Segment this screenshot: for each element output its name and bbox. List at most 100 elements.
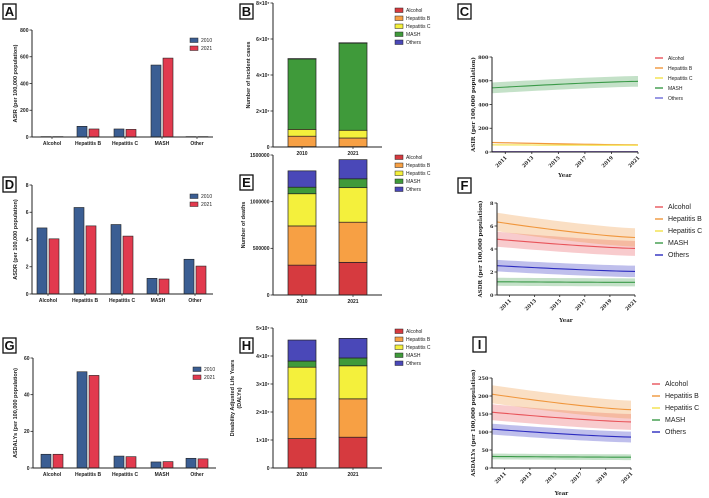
legend-swatch — [394, 31, 404, 37]
legend-swatch — [394, 162, 404, 168]
bar-2010-hepatitis-b — [76, 126, 88, 138]
panel-label-box — [457, 3, 472, 20]
legend-label: Hepatitis C — [406, 24, 431, 30]
bar-2010-hepatitis-b — [76, 371, 88, 469]
legend-label: Others — [668, 96, 684, 102]
y-tick-label: 400 — [478, 102, 489, 108]
panel-label: B — [242, 4, 251, 19]
panel-f: F 0 2 4 6 8 ASDR (per 100,000 population) Alcoh… — [457, 177, 702, 324]
y-tick-label: 200 — [478, 126, 489, 132]
panel-label: G — [4, 338, 14, 353]
legend-label: Hepatitis C — [668, 76, 693, 82]
stack-hepatitis-c-2010 — [287, 129, 317, 137]
x-tick-label: 2021 — [347, 299, 358, 305]
legend-label: 2010 — [201, 38, 212, 44]
stack-hepatitis-b-2010 — [287, 135, 317, 147]
legend-swatch — [189, 193, 199, 199]
legend-label: Alcohol — [668, 56, 684, 62]
bar-2021-alcohol — [48, 238, 60, 295]
y-tick-label: 0 — [485, 150, 489, 156]
bar-2010-hepatitis-c — [113, 128, 125, 138]
x-tick-label: 2015 — [549, 298, 563, 312]
legend-label: Hepatitis B — [668, 66, 693, 72]
stack-alcohol-2010 — [287, 264, 317, 296]
y-tick-label: 200 — [20, 108, 29, 114]
y-tick-label: 0 — [267, 145, 270, 151]
legend-swatch — [394, 178, 404, 184]
legend-label: MASH — [668, 86, 683, 92]
y-tick-label: 20 — [24, 429, 30, 435]
y-tick-label: 4×10⁷ — [256, 354, 269, 360]
bar-2021-hepatitis-c — [125, 129, 137, 138]
y-tick-label: 600 — [20, 55, 29, 61]
bar-2010-mash — [146, 278, 158, 295]
y-tick-label: 800 — [478, 55, 489, 61]
y-tick-label: 0 — [490, 293, 494, 299]
x-tick-label: 2021 — [624, 298, 638, 312]
bar-2021-other — [197, 458, 209, 469]
y-tick-label: 2×10⁷ — [256, 410, 269, 416]
y-tick-label: 4×10⁷ — [256, 73, 269, 79]
legend-label: 2021 — [204, 375, 215, 381]
line-hepatitis-b — [496, 221, 636, 239]
stack-mash-2021 — [338, 357, 368, 367]
legend-label: Hepatitis B — [406, 163, 431, 169]
legend-label: Alcohol — [406, 329, 422, 335]
y-axis-label: Number of incident cases — [246, 42, 252, 109]
y-axis-label-line2: (DALYs) — [237, 387, 243, 408]
y-tick-label: 2 — [490, 270, 494, 276]
stack-hepatitis-c-2021 — [338, 129, 368, 139]
x-tick-label: Hepatitis C — [112, 472, 139, 478]
legend-swatch — [394, 170, 404, 176]
y-tick-label: 0 — [485, 466, 489, 472]
bar-2021-other — [195, 265, 207, 295]
stack-hepatitis-c-2010 — [287, 366, 317, 400]
legend-swatch — [394, 344, 404, 350]
panel-label-box — [239, 174, 254, 191]
x-tick-label: 2021 — [627, 155, 641, 169]
panel-h: H 0 1×10⁷ 2×10⁷ 3×10⁷ 4×10⁷ 5×10⁷ Disability Ad… — [230, 326, 431, 478]
y-tick-label: 6 — [26, 210, 29, 216]
stack-hepatitis-c-2021 — [338, 365, 368, 400]
panel-e: E 0 500000 1000000 1500000 Number of deaths 20… — [239, 153, 431, 305]
legend-label: Hepatitis B — [406, 337, 431, 343]
x-axis-label: Year — [554, 491, 569, 497]
band-hepatitis-b — [492, 385, 631, 419]
bar-2021-mash — [162, 461, 174, 469]
y-axis-label: ASDALYs (per 100,000 population) — [470, 369, 477, 478]
stack-hepatitis-b-2021 — [338, 398, 368, 438]
x-tick-label: 2021 — [347, 472, 358, 478]
y-tick-label: 1000000 — [250, 199, 270, 205]
x-axis-label: Year — [557, 173, 572, 179]
panel-label-box — [2, 337, 17, 354]
x-tick-label: MASH — [155, 141, 170, 147]
y-tick-label: 6×10⁷ — [256, 37, 269, 43]
bar-2010-mash — [150, 64, 162, 138]
legend-label: 2021 — [201, 202, 212, 208]
line-others — [491, 428, 632, 438]
stack-hepatitis-b-2010 — [287, 225, 317, 266]
panel-d: D 0 2 4 6 8 ASDR (per 100,000 population) 2010 2… — [2, 176, 213, 304]
x-tick-label: Other — [190, 141, 203, 147]
x-tick-label: 2021 — [620, 471, 634, 485]
panel-label-box — [472, 336, 487, 353]
legend-swatch — [394, 328, 404, 334]
y-tick-label: 1×10⁷ — [256, 438, 269, 444]
stack-others-2010 — [287, 339, 317, 362]
x-tick-label: MASH — [155, 472, 170, 478]
panel-label: H — [242, 338, 251, 353]
panel-g: G 0 20 40 60 ASDALYs (per 100,000 population)… — [2, 337, 216, 478]
stack-hepatitis-c-2021 — [338, 187, 368, 223]
line-hepatitis-b — [491, 393, 632, 411]
panel-label: C — [460, 4, 470, 19]
band-mash — [492, 76, 638, 94]
legend-swatch — [394, 154, 404, 160]
bar-2010-hepatitis-c — [113, 455, 125, 469]
stack-mash-2021 — [338, 178, 368, 189]
stack-hepatitis-b-2010 — [287, 398, 317, 439]
bar-2021-hepatitis-c — [122, 235, 134, 295]
legend-swatch — [394, 336, 404, 342]
